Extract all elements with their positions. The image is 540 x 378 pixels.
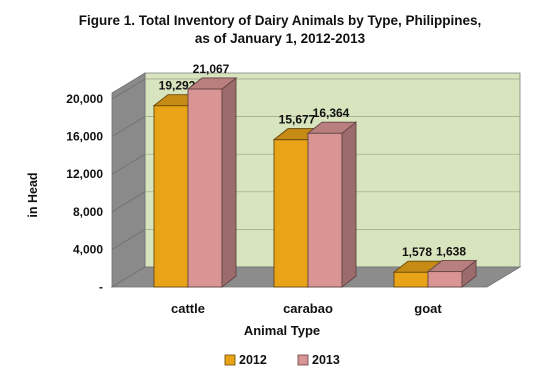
data-label-2012-goat: 1,578 [402, 245, 432, 259]
y-tick-label: 12,000 [66, 167, 103, 181]
x-tick-label-carabao: carabao [283, 301, 333, 316]
bar-top-2013-cattle [186, 77, 238, 90]
bar-side-2013-carabao [341, 121, 357, 288]
x-axis-title: Animal Type [244, 323, 320, 338]
gridline-side [111, 153, 146, 175]
gridline-side [111, 78, 146, 100]
bar-top-2013-carabao [306, 121, 358, 134]
bar-side-2013-cattle [221, 77, 237, 288]
chart-title-line-2: as of January 1, 2012-2013 [194, 31, 366, 46]
chart-title-line-1: Figure 1. Total Inventory of Dairy Anima… [78, 13, 482, 28]
legend-swatch-2013 [297, 354, 309, 366]
bar-2012-carabao [273, 139, 309, 288]
data-label-2013-cattle: 21,067 [193, 62, 230, 76]
x-tick-label-goat: goat [414, 301, 442, 316]
y-tick-label: 20,000 [66, 92, 103, 106]
plot-side-wall [111, 72, 146, 288]
legend-label-2013: 2013 [312, 353, 340, 367]
bar-2013-carabao [307, 132, 343, 288]
x-tick-label-cattle: cattle [171, 301, 205, 316]
y-tick-label: 4,000 [73, 242, 103, 256]
bar-2012-cattle [153, 105, 189, 288]
data-label-2012-cattle: 19,292 [159, 79, 196, 93]
bar-2013-cattle [187, 88, 223, 288]
y-tick-label: 8,000 [73, 205, 103, 219]
bar-2012-goat [393, 271, 429, 288]
legend-swatch-2012 [224, 354, 236, 366]
bar-top-2013-goat [426, 260, 478, 273]
chart-title: Figure 1. Total Inventory of Dairy Anima… [60, 12, 500, 48]
bar-2013-goat [427, 271, 463, 288]
data-label-2013-carabao: 16,364 [313, 106, 350, 120]
gridline-side [111, 191, 146, 213]
y-axis-title: in Head [26, 172, 40, 217]
gridline-side [111, 229, 146, 250]
y-tick-label: - [99, 280, 103, 294]
legend-label-2012: 2012 [239, 353, 267, 367]
data-label-2012-carabao: 15,677 [279, 113, 316, 127]
gridline-side [111, 116, 146, 137]
data-label-2013-goat: 1,638 [436, 245, 466, 259]
y-tick-label: 16,000 [66, 130, 103, 144]
